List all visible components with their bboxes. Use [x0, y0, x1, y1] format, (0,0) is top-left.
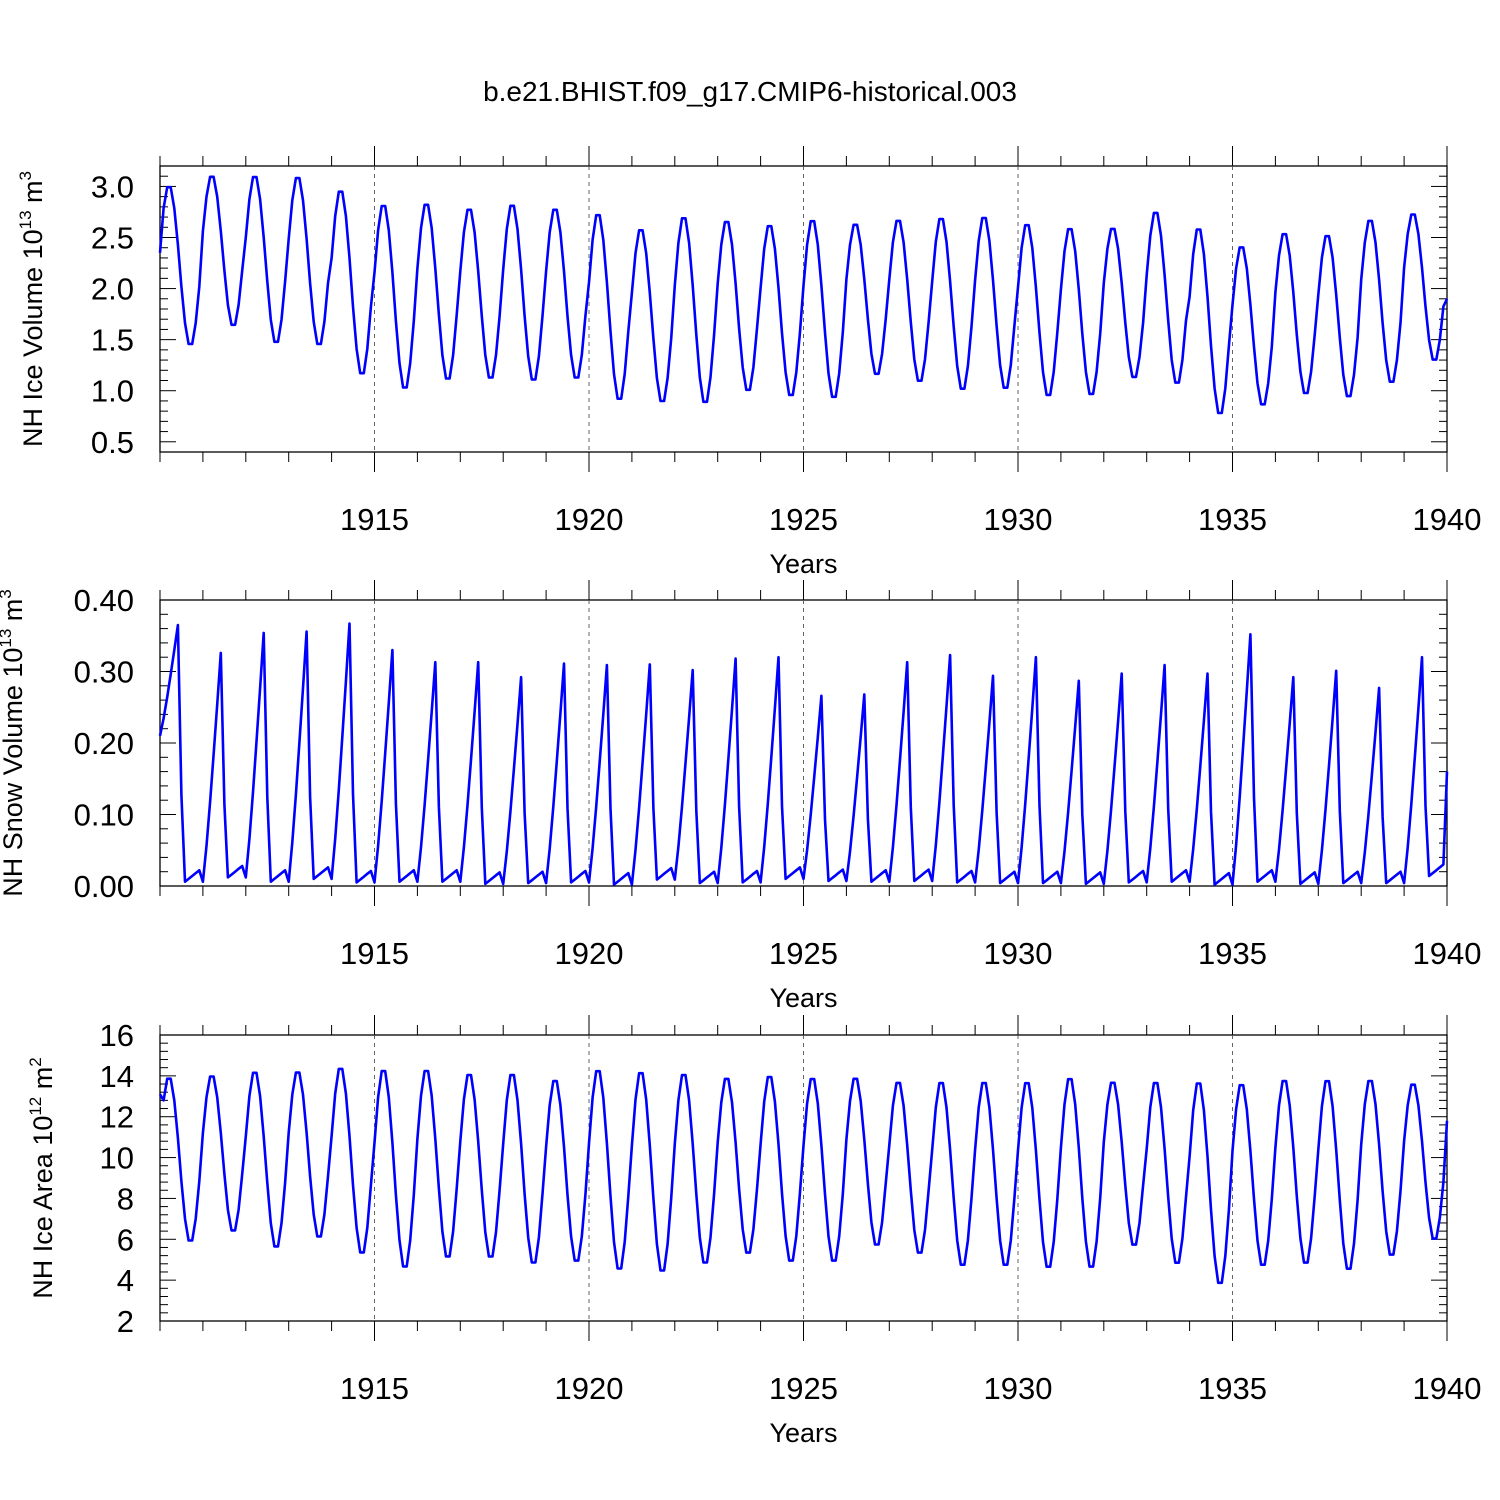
y-tick-label: 1.0 — [91, 374, 134, 409]
x-tick-label: 1920 — [555, 1371, 624, 1406]
x-tick-label: 1930 — [984, 936, 1053, 971]
chart-panel-2: 0.00 0.10 0.20 0.30 0.40 1915 1920 1925 1930 1935… — [0, 580, 1481, 1013]
y-axis-title: NH Snow Volume 1013 m3 — [0, 589, 28, 897]
y-axis-title: NH Ice Area 1012 m2 — [26, 1057, 58, 1298]
x-tick-label: 1915 — [340, 936, 409, 971]
x-tick-label: 1915 — [340, 1371, 409, 1406]
y-tick-label: 16 — [100, 1018, 134, 1053]
y-tick-label: 6 — [117, 1222, 134, 1257]
x-tick-label: 1925 — [769, 502, 838, 537]
x-tick-label: 1940 — [1413, 1371, 1482, 1406]
x-axis-title: Years — [769, 549, 837, 579]
series-line — [158, 622, 1449, 886]
y-tick-label: 0.10 — [74, 798, 134, 833]
y-tick-label: 0.40 — [74, 583, 134, 618]
y-tick-label: 0.30 — [74, 655, 134, 690]
x-tick-label: 1925 — [769, 1371, 838, 1406]
x-tick-label: 1930 — [984, 1371, 1053, 1406]
x-axis-title: Years — [769, 983, 837, 1013]
chart-panel-3: 2 4 6 8 10 12 14 16 1915 1920 1925 1930 1935 1940 Year… — [26, 1015, 1481, 1448]
x-tick-label: 1940 — [1413, 936, 1482, 971]
x-tick-label: 1915 — [340, 502, 409, 537]
y-tick-label: 0.00 — [74, 869, 134, 904]
y-tick-label: 1.5 — [91, 323, 134, 358]
x-tick-label: 1940 — [1413, 502, 1482, 537]
figure-title: b.e21.BHIST.f09_g17.CMIP6-historical.003 — [483, 76, 1017, 107]
y-tick-label: 4 — [117, 1263, 134, 1298]
x-tick-label: 1935 — [1198, 1371, 1267, 1406]
chart-panel-1: 0.5 1.0 1.5 2.0 2.5 3.0 1915 1920 1925 1930 1935 19… — [16, 146, 1481, 579]
y-tick-label: 10 — [100, 1141, 134, 1176]
x-axis-title: Years — [769, 1418, 837, 1448]
y-tick-label: 2.5 — [91, 221, 134, 256]
y-axis-title: NH Ice Volume 1013 m3 — [16, 171, 48, 447]
x-tick-label: 1920 — [555, 936, 624, 971]
y-tick-label: 12 — [100, 1100, 134, 1135]
y-tick-label: 14 — [100, 1059, 134, 1094]
y-tick-label: 2 — [117, 1304, 134, 1339]
y-tick-label: 0.5 — [91, 425, 134, 460]
x-tick-label: 1920 — [555, 502, 624, 537]
y-tick-label: 0.20 — [74, 726, 134, 761]
x-tick-label: 1925 — [769, 936, 838, 971]
series-line — [158, 1067, 1449, 1285]
x-tick-label: 1935 — [1198, 502, 1267, 537]
y-tick-label: 8 — [117, 1181, 134, 1216]
x-tick-label: 1935 — [1198, 936, 1267, 971]
series-line — [158, 175, 1449, 415]
y-tick-label: 3.0 — [91, 169, 134, 204]
x-tick-label: 1930 — [984, 502, 1053, 537]
y-tick-label: 2.0 — [91, 272, 134, 307]
